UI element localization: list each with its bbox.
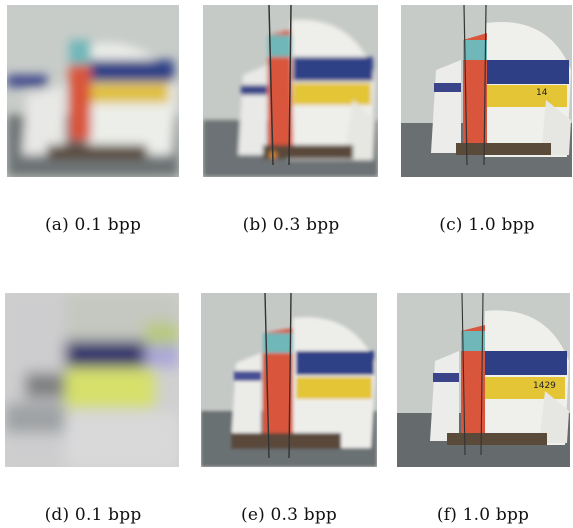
sailboat-photo-d — [5, 293, 179, 467]
compressed-image-a — [7, 5, 179, 177]
sailboat-photo-a — [7, 5, 179, 177]
compressed-image-e — [201, 293, 377, 467]
caption-c: (c) 1.0 bpp — [439, 215, 535, 235]
caption-e: (e) 0.3 bpp — [240, 505, 337, 525]
caption-a: (a) 0.1 bpp — [44, 215, 142, 235]
sailboat-photo-e — [201, 293, 377, 467]
compressed-image-b — [203, 5, 378, 177]
compressed-image-c: 14 — [401, 5, 572, 177]
sailboat-photo-c: 14 — [401, 5, 572, 177]
caption-d: (d) 0.1 bpp — [44, 505, 142, 525]
compressed-image-f: 1429 — [397, 293, 570, 467]
caption-b: (b) 0.3 bpp — [242, 215, 340, 235]
svg-text:14: 14 — [536, 88, 548, 98]
svg-text:1429: 1429 — [533, 381, 556, 391]
sailboat-photo-b — [203, 5, 378, 177]
compressed-image-d — [5, 293, 179, 467]
caption-f: (f) 1.0 bpp — [436, 505, 530, 525]
sailboat-photo-f: 1429 — [397, 293, 570, 467]
